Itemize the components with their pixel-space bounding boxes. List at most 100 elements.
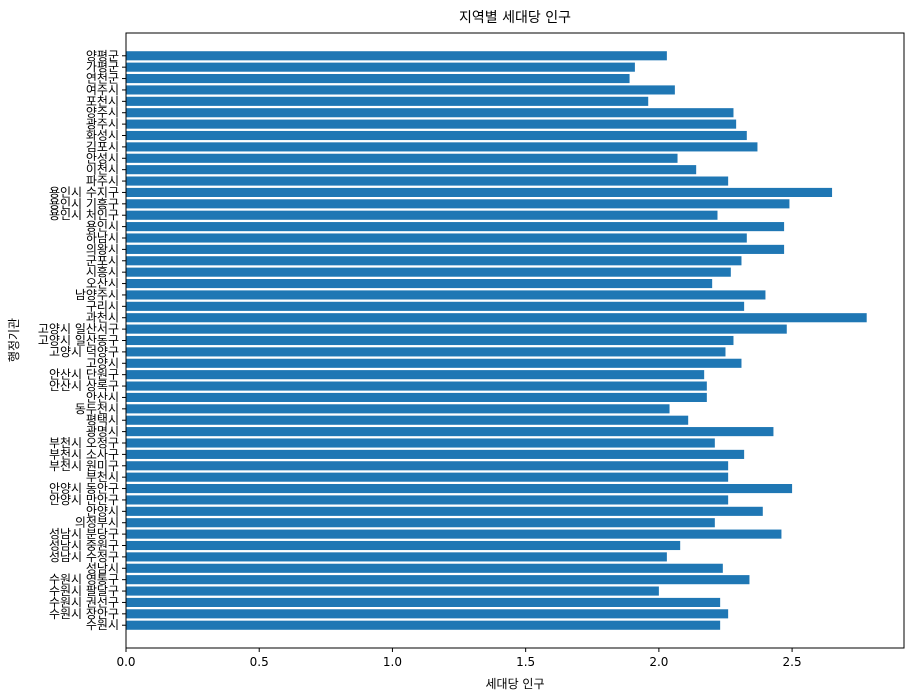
- category-label-14: 부천시 원미구: [49, 458, 119, 473]
- bar-43: [126, 130, 747, 141]
- x-axis-label: 세대당 인구: [485, 677, 544, 691]
- category-label-0: 수원시: [86, 618, 119, 632]
- bar-3: [126, 586, 659, 596]
- bar-13: [126, 472, 729, 482]
- category-label-29: 남양주시: [75, 288, 119, 302]
- bar-2: [126, 597, 721, 607]
- category-label-21: 안산시 상록구: [49, 379, 119, 393]
- bar-5: [126, 563, 723, 573]
- category-label-26: 고양시 일산서구: [38, 322, 119, 336]
- category-label-13: 부천시: [86, 469, 119, 484]
- category-label-7: 성남시 중원구: [49, 539, 119, 553]
- bar-35: [126, 222, 785, 232]
- category-label-8: 성남시 분당구: [49, 527, 119, 541]
- category-label-48: 연천군: [86, 71, 119, 86]
- category-label-19: 동두천시: [75, 401, 119, 416]
- bar-9: [126, 518, 715, 528]
- category-label-23: 고양시: [86, 356, 119, 370]
- bar-29: [126, 290, 766, 300]
- bar-46: [126, 96, 649, 106]
- bar-37: [126, 199, 790, 209]
- category-label-40: 이천시: [86, 162, 119, 177]
- bar-10: [126, 506, 763, 516]
- bar-24: [126, 347, 726, 357]
- bar-27: [126, 313, 867, 323]
- category-label-11: 안양시 만안구: [49, 493, 119, 507]
- category-label-22: 안산시 단원구: [49, 368, 119, 382]
- category-label-32: 군포시: [86, 254, 119, 268]
- chart-title: 지역별 세대당 인구: [459, 10, 571, 26]
- bar-14: [126, 461, 729, 471]
- category-label-46: 포천시: [86, 93, 119, 108]
- bar-30: [126, 279, 713, 289]
- category-label-27: 과천시: [86, 310, 119, 325]
- bar-8: [126, 529, 782, 539]
- category-label-17: 광명시: [86, 425, 119, 439]
- bar-22: [126, 370, 705, 380]
- category-label-45: 양주시: [86, 106, 119, 120]
- bar-32: [126, 256, 742, 266]
- bar-41: [126, 153, 678, 163]
- bar-28: [126, 301, 745, 311]
- x-tick-label-3: 1.5: [516, 655, 535, 669]
- category-label-9: 의정부시: [75, 516, 119, 530]
- bar-45: [126, 108, 734, 118]
- bar-40: [126, 165, 697, 175]
- category-label-43: 화성시: [86, 129, 119, 143]
- category-label-31: 시흥시: [86, 265, 119, 279]
- bar-16: [126, 438, 715, 448]
- y-axis-label: 행정기관: [6, 318, 21, 362]
- bar-11: [126, 495, 729, 505]
- category-label-25: 고양시 일산동구: [38, 334, 119, 348]
- bar-15: [126, 449, 745, 459]
- bar-19: [126, 404, 670, 414]
- bar-47: [126, 85, 675, 95]
- category-label-28: 구리시: [86, 299, 119, 313]
- category-label-44: 광주시: [86, 117, 119, 131]
- category-label-12: 안양시 동안구: [49, 482, 119, 496]
- category-label-41: 안성시: [86, 151, 119, 165]
- category-label-5: 성남시: [86, 561, 119, 575]
- category-label-10: 안양시: [86, 504, 119, 518]
- bar-38: [126, 187, 833, 197]
- bar-23: [126, 358, 742, 368]
- plot-frame: [125, 32, 905, 649]
- bar-1: [126, 609, 729, 619]
- bar-34: [126, 233, 747, 243]
- category-label-6: 성남시 수정구: [49, 550, 119, 564]
- bar-21: [126, 381, 707, 391]
- category-label-49: 가평군: [86, 60, 119, 74]
- category-label-35: 용인시: [86, 220, 119, 234]
- category-label-3: 수원시 팔달구: [49, 584, 119, 598]
- bar-25: [126, 335, 734, 346]
- bar-31: [126, 267, 731, 277]
- category-label-47: 여주시: [86, 83, 119, 97]
- bar-17: [126, 427, 774, 437]
- bar-6: [126, 552, 667, 562]
- bar-4: [126, 575, 750, 585]
- bar-7: [126, 540, 681, 551]
- category-label-39: 파주시: [86, 174, 119, 188]
- bar-12: [126, 484, 793, 494]
- category-label-42: 김포시: [86, 140, 119, 154]
- bar-0: [126, 620, 721, 630]
- bar-20: [126, 392, 707, 402]
- bar-49: [126, 62, 635, 72]
- category-label-24: 고양시 덕양구: [49, 345, 119, 359]
- category-label-16: 부천시 오정구: [49, 435, 119, 450]
- bar-39: [126, 176, 729, 186]
- bar-36: [126, 210, 718, 220]
- x-tick-label-4: 2.0: [649, 655, 668, 669]
- x-tick-label-2: 1.0: [383, 655, 402, 669]
- category-label-20: 안산시: [86, 390, 119, 404]
- category-label-1: 수원시 장안구: [49, 607, 119, 621]
- x-tick-label-5: 2.5: [783, 655, 802, 669]
- bar-26: [126, 324, 787, 334]
- category-label-50: 양평군: [86, 49, 119, 63]
- category-label-30: 오산시: [86, 277, 119, 291]
- bar-50: [126, 51, 667, 61]
- bar-18: [126, 415, 689, 425]
- category-label-38: 용인시 수지구: [49, 185, 119, 199]
